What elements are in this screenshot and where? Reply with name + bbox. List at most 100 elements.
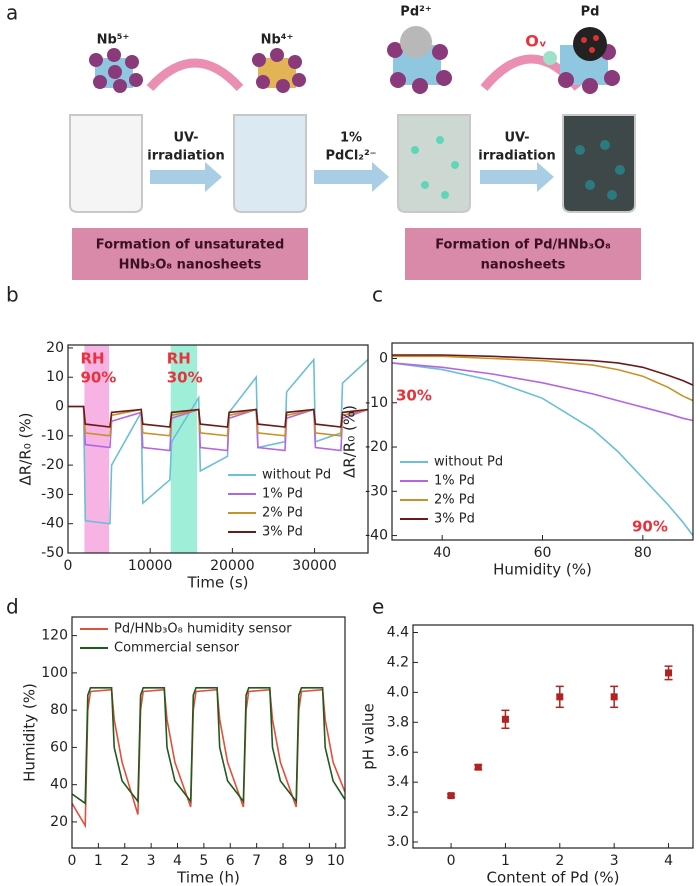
- x-axis-label: Time (s): [187, 574, 249, 592]
- x-tick-label: 10: [327, 853, 345, 869]
- x-axis-label: Time (h): [176, 869, 240, 886]
- series-line: [392, 354, 694, 386]
- x-tick-label: 4: [173, 853, 182, 869]
- y-tick-label: -40: [365, 528, 388, 544]
- x-tick-label: 9: [305, 853, 314, 869]
- y-tick-label: 3.0: [387, 834, 409, 850]
- y-tick-label: 10: [46, 369, 64, 385]
- y-axis-label: pH value: [360, 703, 378, 770]
- legend-label: 1% Pd: [262, 487, 303, 502]
- x-tick-label: 60: [534, 545, 552, 561]
- x-tick-label: 1: [94, 853, 103, 869]
- x-tick-label: 5: [199, 853, 208, 869]
- panel-label: b: [6, 283, 19, 307]
- legend-label: without Pd: [262, 468, 331, 483]
- panel-label: e: [372, 595, 384, 619]
- x-tick-label: 3: [610, 853, 619, 869]
- arrow-label: 1%: [340, 131, 362, 146]
- x-tick-label: 2: [120, 853, 129, 869]
- block-arrows: [150, 162, 554, 192]
- plot-frame: [67, 344, 369, 554]
- x-tick-label: 6: [226, 853, 235, 869]
- y-tick-label: 4.2: [387, 654, 409, 670]
- caption-box: [72, 228, 308, 280]
- plot-frame: [391, 342, 694, 541]
- x-axis-label: Content of Pd (%): [487, 869, 620, 886]
- y-tick-label: 0: [55, 399, 64, 415]
- y-tick-label: 4.4: [387, 624, 409, 640]
- ion-label: Oᵥ: [525, 32, 547, 51]
- legend-label: 2% Pd: [262, 506, 303, 521]
- x-tick-label: 4: [664, 853, 673, 869]
- y-tick-label: 80: [50, 702, 68, 718]
- span-label: 90%: [80, 369, 116, 387]
- annotation: 90%: [632, 518, 668, 536]
- y-tick-label: -20: [365, 439, 388, 455]
- x-tick-label: 7: [252, 853, 261, 869]
- series-line: [391, 362, 694, 537]
- y-tick-label: 3.2: [387, 804, 409, 820]
- ion-label: Pd: [581, 5, 600, 20]
- arrow-label: PdCl₂²⁻: [325, 149, 376, 164]
- point: [501, 715, 509, 723]
- y-tick-label: 60: [50, 739, 68, 755]
- y-tick-label: 120: [41, 628, 68, 644]
- y-tick-label: -30: [41, 486, 64, 502]
- x-tick-label: 0: [447, 853, 456, 869]
- y-tick-label: 4.0: [387, 684, 409, 700]
- series-line: [68, 357, 369, 525]
- legend-label: 3% Pd: [434, 512, 475, 527]
- y-tick-label: 3.4: [387, 774, 409, 790]
- x-tick-label: 3: [147, 853, 156, 869]
- y-tick-label: -10: [41, 428, 64, 444]
- legend-label: 2% Pd: [434, 493, 475, 508]
- x-tick-label: 20000: [210, 558, 255, 574]
- series-line: [391, 362, 694, 422]
- y-tick-label: -20: [41, 457, 64, 473]
- highlight-span: [84, 345, 110, 553]
- clusters: [89, 26, 620, 94]
- y-tick-label: 3.8: [387, 714, 409, 730]
- x-tick-label: 40: [433, 545, 451, 561]
- point: [665, 669, 673, 677]
- x-tick-label: 8: [279, 853, 288, 869]
- x-tick-label: 0: [68, 853, 77, 869]
- legend-label: Pd/HNb₃O₈ humidity sensor: [114, 622, 292, 637]
- panel-label: d: [6, 595, 19, 619]
- y-axis-label: ΔR/R₀ (%): [341, 405, 359, 478]
- legend-label: Commercial sensor: [114, 641, 240, 656]
- caption-text: Formation of Pd/HNb₃O₈: [435, 238, 611, 253]
- legend-label: 1% Pd: [434, 474, 475, 489]
- x-tick-label: 1: [501, 853, 510, 869]
- x-tick-label: 80: [634, 545, 652, 561]
- ion-label: Pd²⁺: [400, 5, 431, 20]
- series-line: [68, 405, 369, 452]
- plot-frame: [412, 624, 694, 849]
- point: [556, 693, 564, 701]
- series-line: [68, 405, 369, 428]
- caption-text: nanosheets: [481, 258, 566, 273]
- y-tick-label: 20: [50, 814, 68, 830]
- point: [474, 763, 482, 771]
- span-label: RH: [80, 350, 104, 368]
- x-tick-label: 2: [555, 853, 564, 869]
- arrow-label: irradiation: [147, 149, 224, 164]
- arrow-label: UV-: [173, 131, 198, 146]
- x-tick-label: 10000: [128, 558, 173, 574]
- legend-label: without Pd: [434, 455, 503, 470]
- highlight-span: [170, 345, 198, 553]
- caption-text: Formation of unsaturated: [96, 238, 285, 253]
- x-tick-label: 0: [64, 558, 73, 574]
- x-axis-label: Humidity (%): [493, 561, 592, 579]
- panel-label: a: [6, 1, 18, 25]
- point: [447, 792, 455, 800]
- y-tick-label: 3.6: [387, 744, 409, 760]
- ion-label: Nb⁵⁺: [97, 33, 130, 48]
- span-label: RH: [167, 350, 191, 368]
- span-label: 30%: [167, 369, 203, 387]
- annotation: 30%: [396, 387, 432, 405]
- series-line: [71, 687, 346, 805]
- y-tick-label: -30: [365, 483, 388, 499]
- y-tick-label: 20: [46, 340, 64, 356]
